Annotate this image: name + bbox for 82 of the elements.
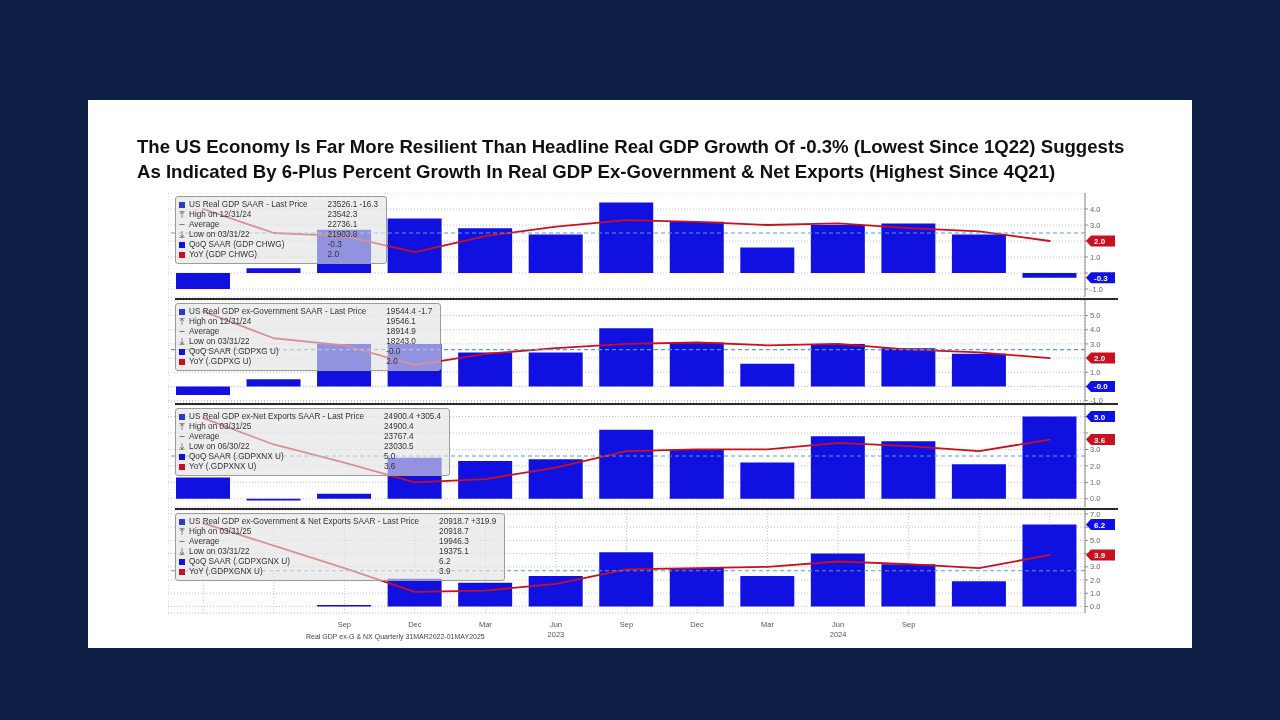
- bar: [176, 477, 230, 499]
- bar: [951, 353, 1006, 387]
- legend-label: YoY (.GDPXG U): [189, 357, 252, 366]
- bar: [740, 247, 795, 273]
- text: Average 18914.9: [189, 327, 416, 336]
- bar: [669, 221, 724, 273]
- annotation: -0.3: [1094, 273, 1109, 283]
- bar: [317, 343, 372, 387]
- bar: [387, 578, 442, 607]
- annotation: 3.9: [1094, 550, 1106, 560]
- bar: [246, 379, 301, 387]
- bar: [317, 493, 372, 499]
- bar: [599, 328, 654, 387]
- text: High on 03/31/25 24900.4: [189, 422, 414, 431]
- chart-title: The US Economy Is Far More Resilient Than Headline Real GDP Growth Of -0.3% (Lowest Since 1Q22) Suggests As Indicated By 6-Plus Percent Growth In Real GDP Ex-Government & Net Exports (Highest Since 4Q21): [137, 136, 1125, 182]
- text: US Real GDP SAAR - Last Price 23526.1 -16.3: [189, 200, 379, 209]
- bar: [810, 553, 865, 607]
- legend-label: YoY (.GDPXNX U): [189, 462, 257, 471]
- bar: [599, 552, 654, 607]
- bar: [810, 225, 865, 273]
- bar: [176, 273, 230, 289]
- bar: [881, 223, 936, 273]
- bar: [458, 460, 513, 499]
- bar: [528, 234, 583, 273]
- text: High on 12/31/24 19546.1: [189, 317, 416, 326]
- text: US Real GDP ex-Government & Net Exports SAAR - Last Price 20918.7 +319.9: [189, 517, 497, 526]
- bar: [669, 449, 724, 499]
- bar: [669, 568, 724, 607]
- bar: [458, 352, 513, 387]
- bar: [1022, 524, 1077, 607]
- annotation: -0.3: [327, 240, 342, 249]
- text: Low on 03/31/22 18243.0: [189, 337, 416, 346]
- annotation: 3.6: [384, 462, 396, 471]
- text: Low on 06/30/22 23030.5: [189, 442, 414, 451]
- bar: [881, 564, 936, 607]
- text: High on 12/31/24 23542.3: [189, 210, 358, 219]
- bar: [1022, 416, 1077, 499]
- legend-label: YoY (.GDPXGNX U): [189, 567, 263, 576]
- bar: [528, 576, 583, 607]
- text: US Real GDP ex-Net Exports SAAR - Last Price 24900.4 +305.4: [189, 412, 442, 421]
- annotation: 5.0: [384, 452, 396, 461]
- bar: [810, 436, 865, 499]
- annotation: 2.0: [386, 357, 398, 366]
- bar: [246, 268, 301, 273]
- bar: [669, 342, 724, 387]
- annotation: 6.2: [439, 557, 451, 566]
- bar: [599, 429, 654, 499]
- text: High on 03/31/25 20918.7: [189, 527, 469, 536]
- text: Average 19946.3: [189, 537, 469, 546]
- bar: [528, 459, 583, 499]
- bar: [881, 348, 936, 387]
- annotation: 3.6: [1094, 435, 1106, 445]
- bar: [387, 218, 442, 273]
- legend-label: QoQ SAAR (.GDPXNX U): [189, 452, 284, 461]
- bar: [599, 202, 654, 273]
- annotation: -0.0: [1094, 382, 1109, 392]
- annotation: 3.9: [439, 567, 451, 576]
- bar: [740, 576, 795, 607]
- bar: [176, 386, 230, 395]
- bar: [387, 343, 442, 387]
- legend-label: QoQ SAAR (.GDPXG U): [189, 347, 279, 356]
- legend-label: QoQ SAAR (.GDPXGNX U): [189, 557, 290, 566]
- bar: [740, 462, 795, 499]
- legend-label: QoQ SAAR (GDP CHWG): [189, 240, 285, 249]
- bar: [951, 234, 1006, 273]
- text: Low on 03/31/22 21903.8: [189, 230, 358, 239]
- bar: [740, 363, 795, 387]
- bar: [810, 343, 865, 387]
- text: Low on 03/31/22 19375.1: [189, 547, 469, 556]
- bar: [1022, 273, 1077, 278]
- annotation: 2.0: [327, 250, 339, 259]
- annotation: -0.0: [386, 347, 401, 356]
- text: Average 22736.1: [189, 220, 358, 229]
- bar: [951, 464, 1006, 499]
- text: Average 23767.4: [189, 432, 414, 441]
- bar: [528, 352, 583, 387]
- bar: [881, 441, 936, 499]
- annotation: 6.2: [1094, 520, 1106, 530]
- bar: [951, 581, 1006, 607]
- bar: [458, 228, 513, 273]
- text: US Real GDP ex-Government SAAR - Last Price 19544.4 -1.7: [189, 307, 433, 316]
- legend-label: YoY (GDP CHWG): [189, 250, 258, 259]
